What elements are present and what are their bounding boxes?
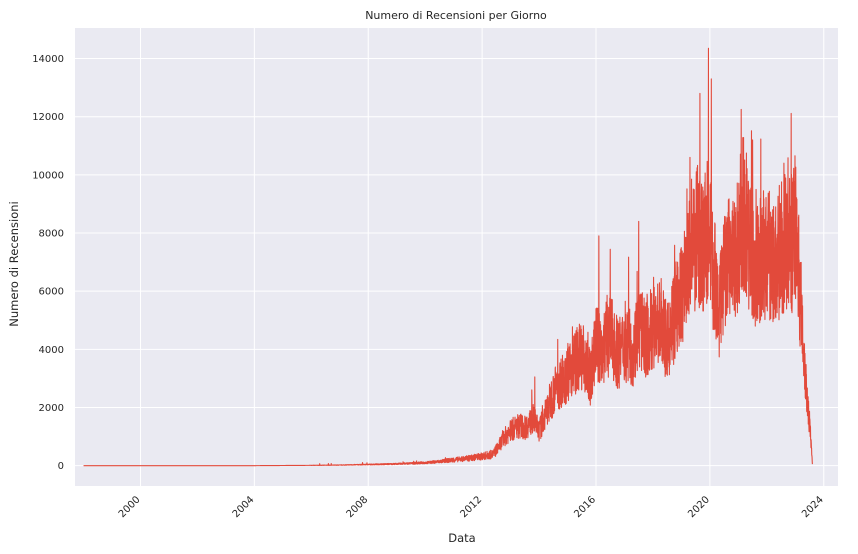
y-tick-label: 10000: [32, 170, 64, 181]
y-axis-label: Numero di Recensioni: [7, 201, 21, 326]
x-tick-labels: 2000 2004 2008 2012 2016 2020 2024: [117, 494, 826, 520]
y-tick-labels: 0 2000 4000 6000 8000 10000 12000 14000: [32, 54, 64, 472]
x-tick-label: 2020: [686, 494, 712, 520]
y-tick-label: 2000: [39, 403, 64, 414]
x-tick-label: 2008: [345, 494, 371, 520]
x-tick-label: 2012: [458, 494, 484, 520]
x-tick-label: 2024: [800, 494, 826, 520]
chart-title: Numero di Recensioni per Giorno: [365, 9, 547, 22]
y-tick-label: 8000: [39, 229, 64, 240]
x-tick-label: 2016: [572, 494, 598, 520]
y-tick-label: 14000: [32, 54, 64, 65]
series-group: [83, 47, 813, 467]
series-line: [83, 47, 813, 467]
x-tick-label: 2000: [117, 494, 143, 520]
y-tick-label: 0: [58, 461, 64, 472]
x-tick-label: 2004: [231, 494, 257, 520]
y-tick-label: 12000: [32, 112, 64, 123]
y-tick-label: 4000: [39, 345, 64, 356]
x-axis-label: Data: [448, 531, 475, 545]
y-tick-label: 6000: [39, 287, 64, 298]
